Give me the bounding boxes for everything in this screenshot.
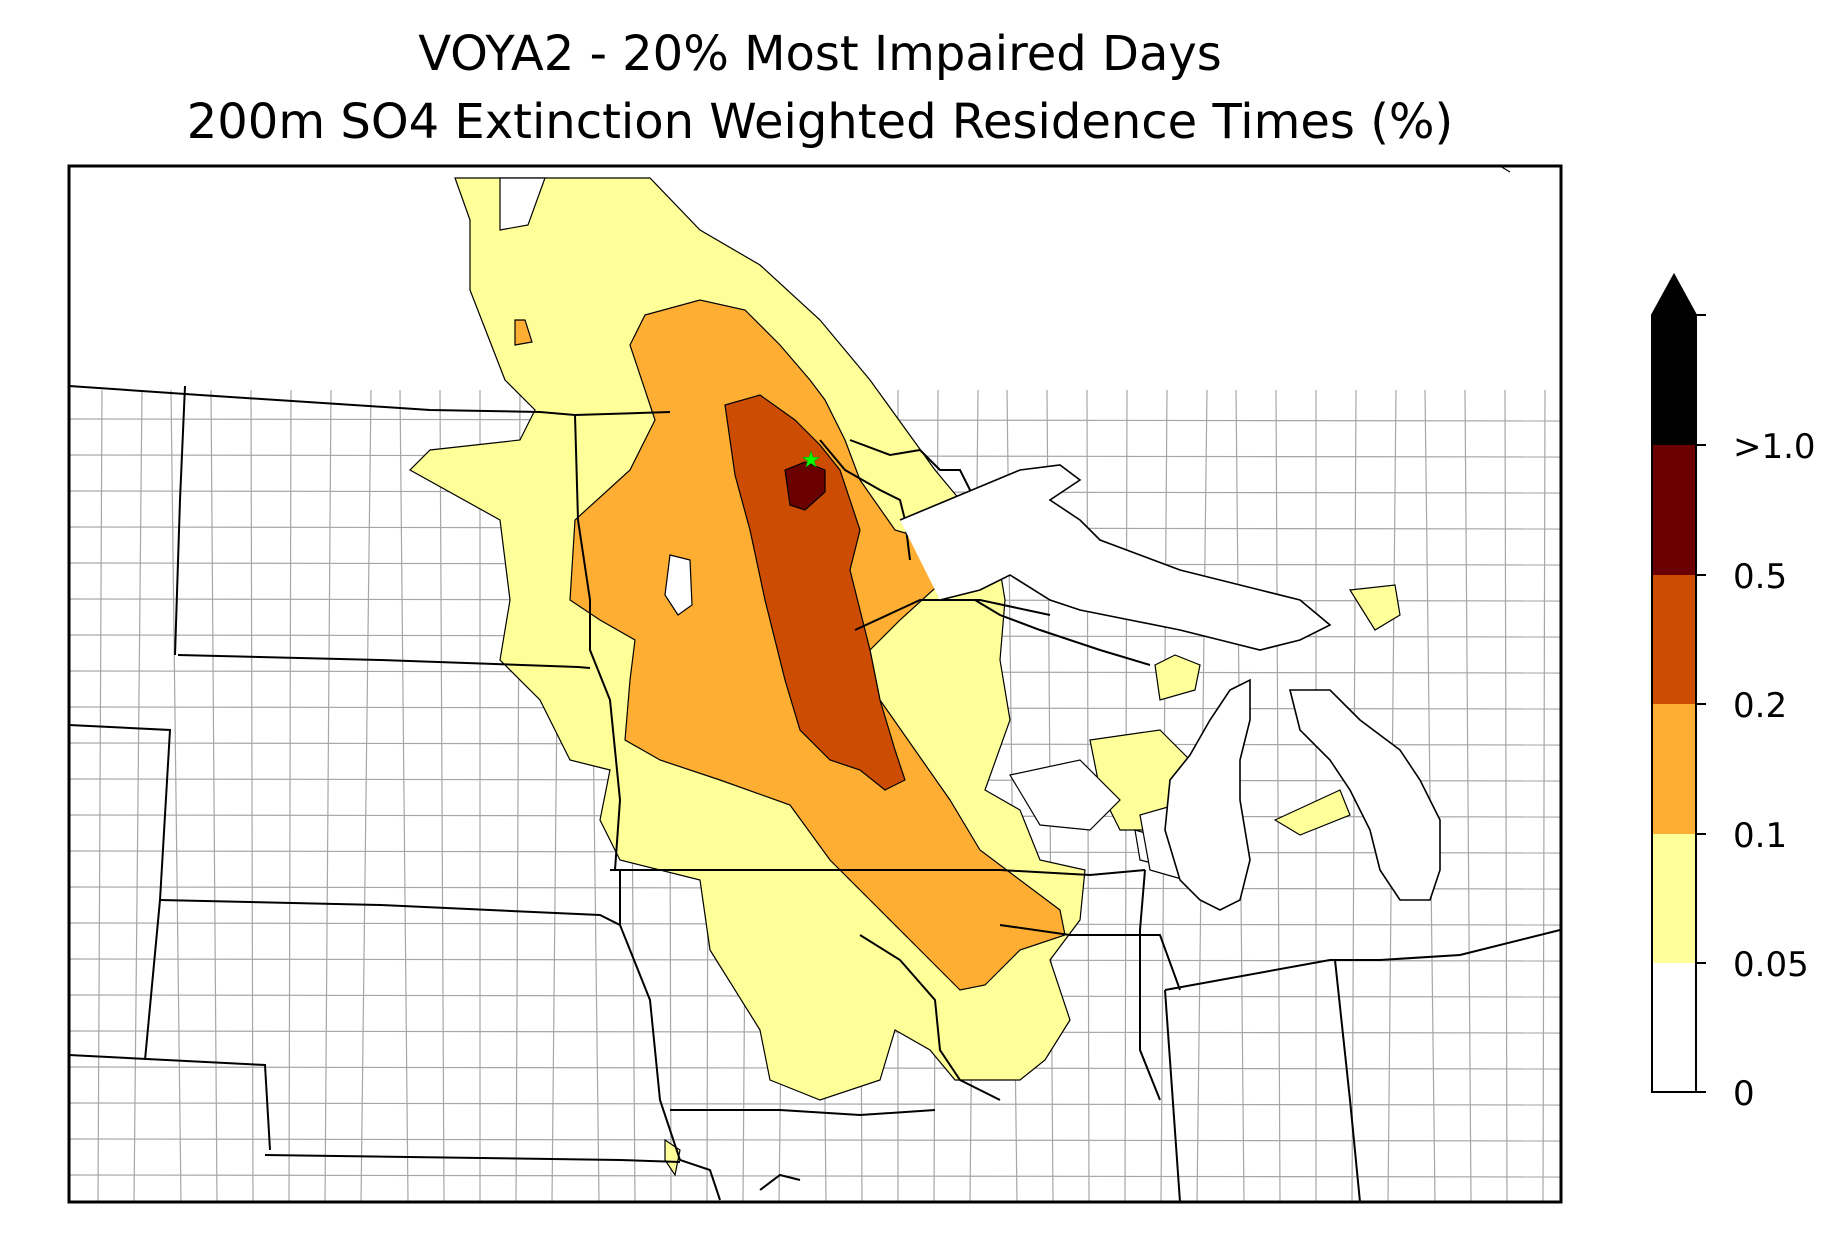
colorbar-bin-4	[1652, 445, 1696, 575]
lake-huron-shoreline	[1288, 689, 1441, 901]
colorbar-tick-label: 0	[1733, 1074, 1755, 1114]
map-frame	[67, 164, 1563, 1204]
colorbar-tick-label: 0.2	[1733, 686, 1788, 726]
contour-0.2	[724, 394, 906, 791]
colorbar-ticks	[1696, 314, 1706, 1093]
colorbar-tick-label: 0.1	[1733, 816, 1788, 856]
colorbar-bin-0	[1652, 963, 1696, 1092]
contour-0.5	[784, 461, 826, 511]
colorbar-bin-2	[1652, 704, 1696, 834]
map-content	[69, 166, 1561, 1202]
great-lakes	[899, 464, 1441, 911]
colorbar-tick-label: 0.05	[1733, 945, 1809, 985]
colorbar-bin-3	[1652, 575, 1696, 704]
map-title-line2: 200m SO4 Extinction Weighted Residence T…	[186, 94, 1454, 150]
star-icon: ★	[801, 448, 821, 473]
colorbar-tick-label: >1.0	[1733, 427, 1816, 467]
colorbar-outline	[1651, 272, 1697, 1093]
colorbar-bin-1	[1652, 834, 1696, 963]
colorbar-over-arrow	[1652, 275, 1696, 445]
colorbar-tick-label: 0.5	[1733, 557, 1788, 597]
lake-michigan-shoreline	[1164, 678, 1251, 911]
contour-0.1-blob	[514, 319, 533, 346]
colorbar	[1651, 272, 1706, 1093]
map-title-line1: VOYA2 - 20% Most Impaired Days	[418, 26, 1222, 82]
lake-superior-shoreline	[899, 464, 1332, 651]
